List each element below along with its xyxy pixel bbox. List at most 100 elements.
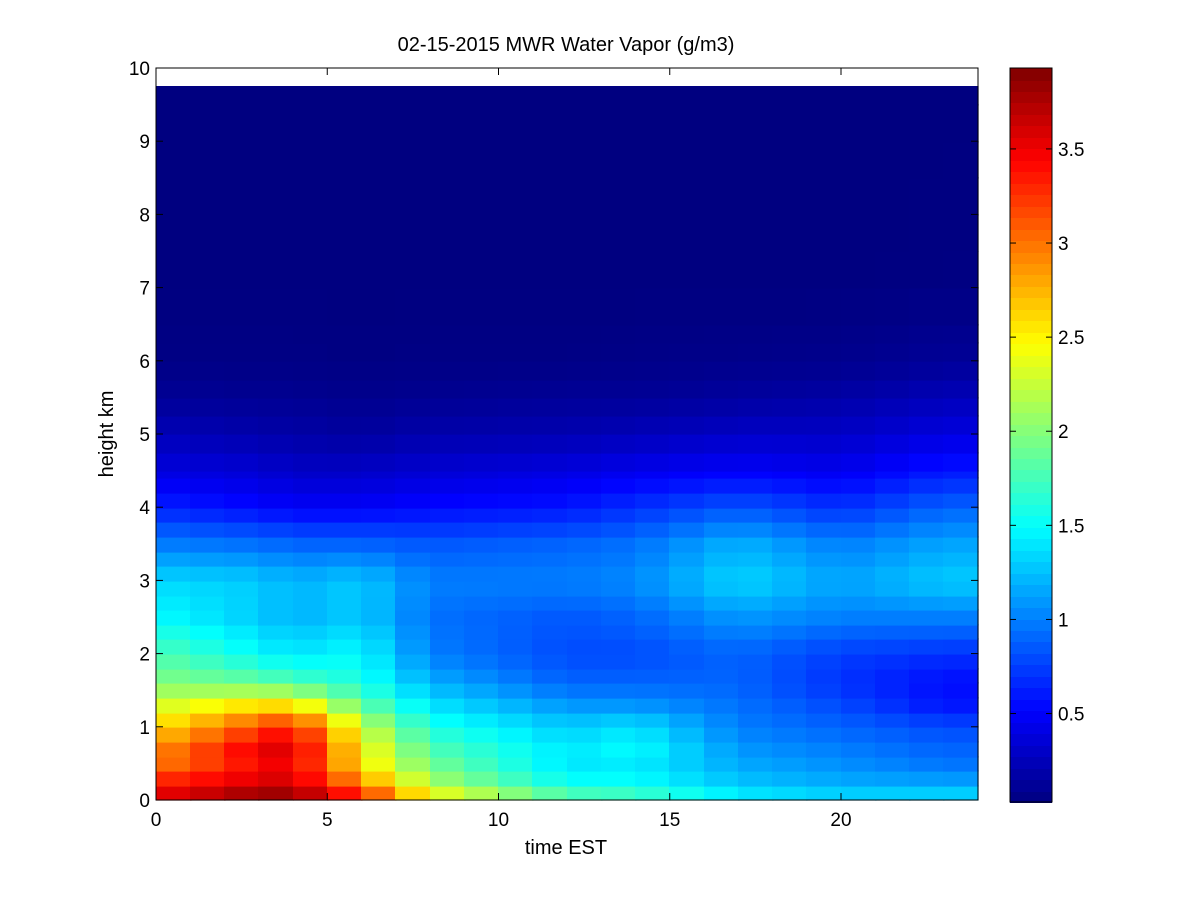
heatmap-cell [738,682,774,699]
heatmap-cell [875,251,911,289]
heatmap-cell [669,104,705,143]
heatmap-cell [806,551,842,567]
heatmap-cell [669,86,705,106]
heatmap-cell [430,415,466,435]
colorbar-band [1010,79,1052,92]
heatmap-cell [498,756,534,772]
heatmap-cell [293,536,329,553]
heatmap-cell [156,141,192,179]
heatmap-cell [293,434,329,454]
heatmap-cell [669,595,705,611]
chart-title: 02-15-2015 MWR Water Vapor (g/m3) [398,34,735,56]
heatmap-cell [943,470,979,479]
heatmap-cell [327,397,363,417]
heatmap-cell [909,580,945,597]
heatmap-cell [704,521,740,538]
heatmap-cell [532,214,568,252]
x-tick-label: 0 [151,810,162,831]
heatmap-cell [601,595,637,611]
heatmap-cell [430,712,466,728]
colorbar-band [1010,652,1052,665]
heatmap-cell [224,141,260,179]
heatmap-cell [635,214,671,252]
heatmap-cell [841,741,877,758]
heatmap-cell [567,668,603,684]
heatmap-cell [943,452,979,472]
heatmap-cell [395,726,431,743]
heatmap-cell [875,287,911,326]
heatmap-cell [258,251,294,289]
heatmap-cell [635,470,671,479]
heatmap-cell [532,609,568,626]
colorbar-band [1010,262,1052,275]
heatmap-cell [567,324,603,344]
heatmap-cell [327,726,363,743]
heatmap-cell [806,682,842,699]
heatmap-cell [430,86,466,106]
y-tick-label: 7 [139,279,150,300]
heatmap-cell [532,741,568,758]
heatmap-cell [772,379,808,399]
heatmap-cell [430,697,466,714]
heatmap-cell [601,287,637,326]
heatmap-cell [464,324,500,344]
heatmap-cell [224,86,260,106]
heatmap-cell [601,785,637,801]
heatmap-cell [909,86,945,106]
heatmap-cell [806,638,842,655]
heatmap-cell [498,434,534,454]
heatmap-cell [258,342,294,362]
heatmap-cell [943,86,979,106]
heatmap-cell [258,434,294,454]
colorbar-band [1010,136,1052,149]
heatmap-cell [395,360,431,381]
heatmap-cell [532,492,568,509]
heatmap-cell [567,551,603,567]
heatmap-cell [395,141,431,179]
heatmap-cell [361,360,397,381]
heatmap-cell [224,177,260,216]
heatmap-cell [327,595,363,611]
heatmap-cell [875,580,911,597]
heatmap-cell [704,492,740,509]
heatmap-cell [224,609,260,626]
heatmap-cell [190,609,226,626]
heatmap-cell [704,770,740,787]
heatmap-cell [635,492,671,509]
heatmap-cell [430,507,466,523]
heatmap-cell [395,86,431,106]
heatmap-cell [430,770,466,787]
heatmap-cell [361,452,397,472]
heatmap-cell [909,726,945,743]
heatmap-cell [909,141,945,179]
heatmap-cell [738,360,774,381]
heatmap-cell [190,507,226,523]
heatmap-cell [224,415,260,435]
heatmap-cell [704,104,740,143]
heatmap-cell [601,536,637,553]
heatmap-cell [224,470,260,479]
heatmap-cell [704,682,740,699]
heatmap-cell [464,177,500,216]
heatmap-cell [567,379,603,399]
heatmap-cell [464,682,500,699]
heatmap-cell [430,595,466,611]
colorbar-band [1010,285,1052,298]
y-tick-label: 9 [139,132,150,153]
heatmap-cell [943,251,979,289]
heatmap-cell [327,434,363,454]
heatmap-cell [806,580,842,597]
heatmap-cell [875,324,911,344]
heatmap-cell [841,638,877,655]
heatmap-cell [669,177,705,216]
heatmap-cell [875,712,911,728]
heatmap-cell [943,580,979,597]
heatmap-cell [704,434,740,454]
heatmap-cell [430,565,466,582]
colorbar-band [1010,274,1052,287]
colorbar-band [1010,182,1052,195]
heatmap-cell [498,452,534,472]
colorbar-band [1010,733,1052,746]
heatmap-cell [738,756,774,772]
